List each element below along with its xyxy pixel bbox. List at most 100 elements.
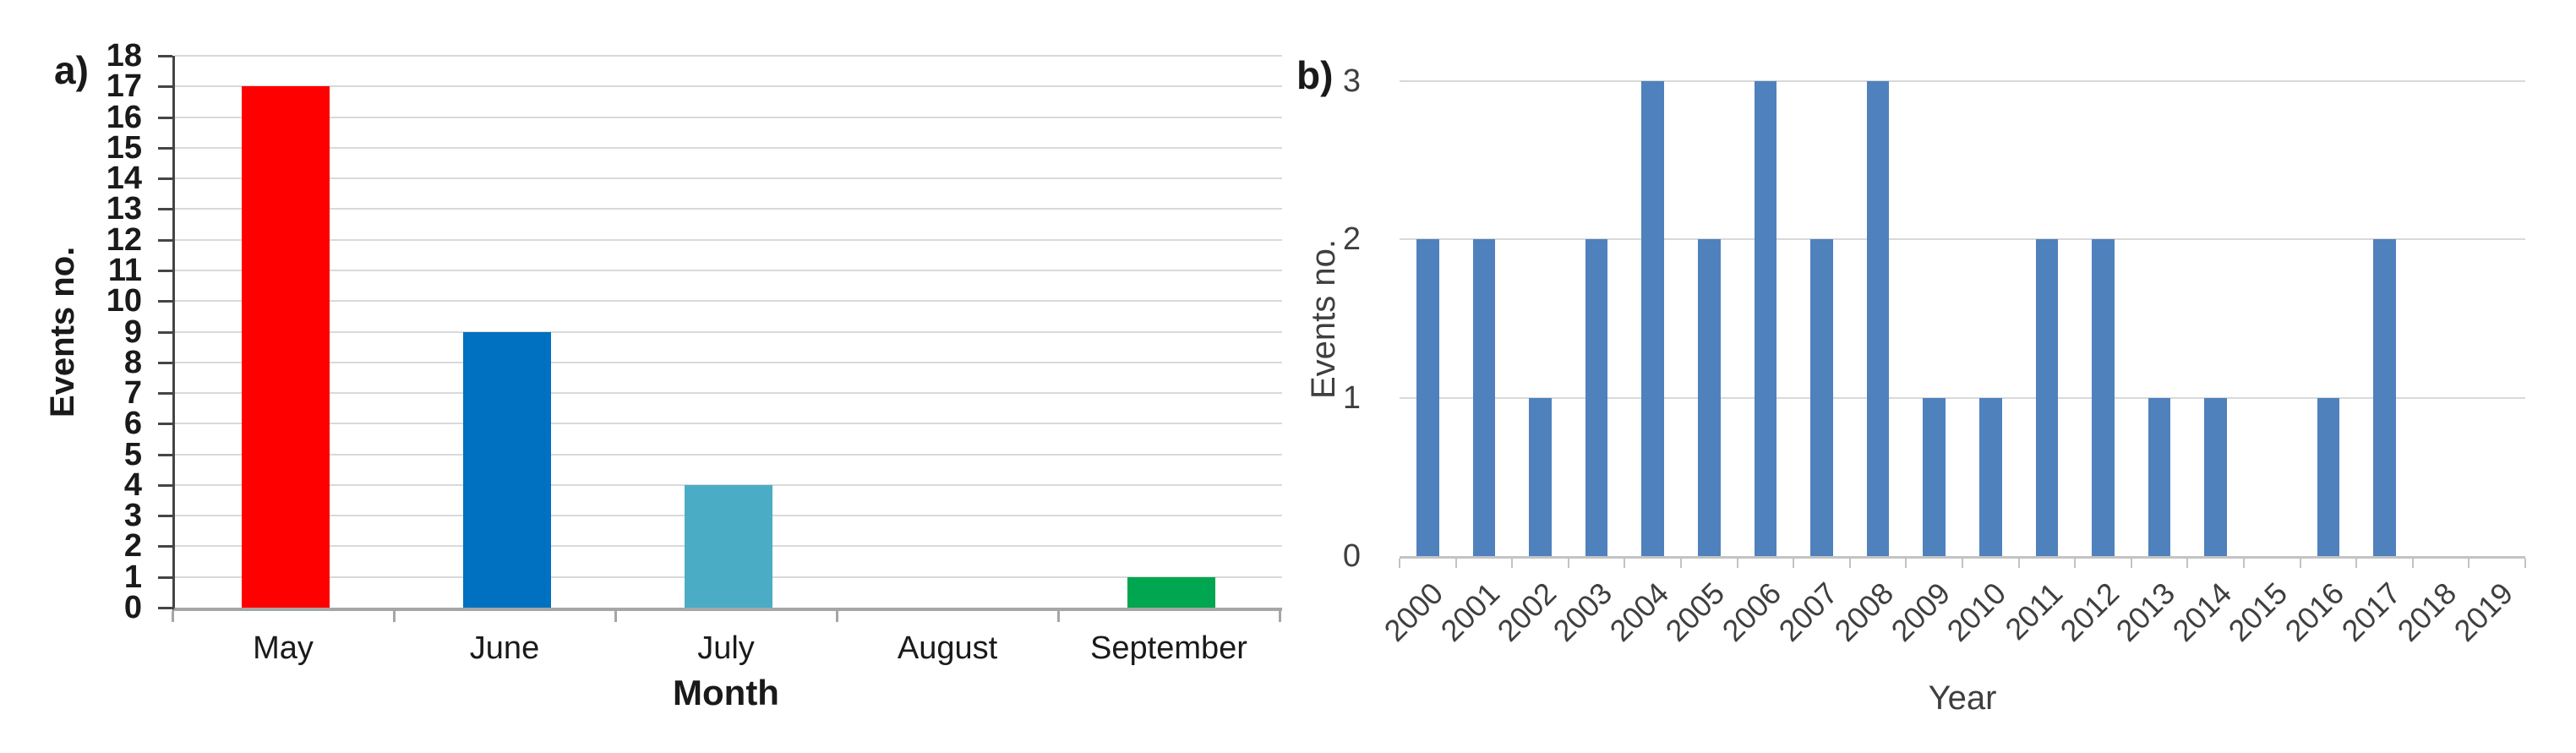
gridline-y9	[175, 330, 1282, 333]
x-category-label: August	[897, 630, 998, 666]
y-tick-mark	[158, 423, 172, 426]
bar-2003	[1585, 239, 1608, 556]
bar-2016	[2317, 397, 2340, 556]
y-tick-label: 1	[1342, 379, 1361, 416]
y-tick-label: 3	[123, 498, 142, 534]
x-tick-mark	[1399, 559, 1400, 568]
x-tick-mark	[2524, 559, 2526, 568]
y-tick-mark	[158, 453, 172, 456]
y-tick-label: 0	[1342, 538, 1361, 574]
x-category-label: September	[1090, 630, 1247, 666]
gridline-y16	[175, 116, 1282, 118]
y-axis-title-b: Events no.	[1305, 238, 1342, 399]
bar-2017	[2373, 239, 2396, 556]
panel-label-a: a)	[54, 48, 89, 92]
x-category-label: May	[253, 630, 314, 666]
gridline-y18	[175, 55, 1282, 57]
x-tick-mark	[1848, 559, 1851, 568]
y-tick-mark	[158, 545, 172, 548]
bar-2005	[1697, 239, 1721, 556]
x-tick-mark	[1279, 611, 1281, 622]
x-tick-mark	[2017, 559, 2020, 568]
y-tick-label: 14	[106, 161, 142, 197]
gridline-y17	[175, 85, 1282, 88]
x-tick-mark	[1454, 559, 1457, 568]
y-tick-label: 0	[123, 590, 142, 625]
bar-September	[1127, 576, 1216, 608]
x-tick-mark	[2411, 559, 2414, 568]
bar-2006	[1754, 81, 1777, 556]
y-tick-label: 9	[123, 314, 142, 350]
bar-2011	[2035, 239, 2059, 556]
y-tick-mark	[158, 269, 172, 272]
y-tick-mark	[158, 146, 172, 150]
gridline-y7	[175, 392, 1282, 395]
y-tick-label: 17	[106, 68, 142, 105]
y-tick-mark	[158, 515, 172, 518]
y-tick-mark	[158, 116, 172, 119]
x-tick-mark	[393, 611, 396, 622]
x-tick-mark	[836, 611, 838, 622]
x-tick-mark	[1793, 559, 1795, 568]
x-tick-mark	[614, 611, 617, 622]
bar-2014	[2204, 397, 2227, 556]
y-tick-mark	[158, 330, 172, 334]
chart-events-by-month: a) Events no. Month 0 1 2 3 4 5 6 7 8 9 10 11 12 13 14…	[44, 38, 1282, 712]
gridline-y14	[175, 177, 1282, 180]
panel-label-b: b)	[1296, 53, 1334, 97]
bar-2009	[1923, 397, 1946, 556]
y-tick-mark	[158, 300, 172, 303]
y-tick-mark	[158, 576, 172, 579]
x-axis-title-b: Year	[1928, 679, 1997, 717]
x-tick-mark	[1567, 559, 1569, 568]
y-tick-mark	[158, 208, 172, 211]
x-tick-mark	[2186, 559, 2189, 568]
y-tick-mark	[158, 238, 172, 242]
x-category-label: July	[697, 630, 755, 666]
gridline-y2	[1400, 238, 2525, 241]
gridline-y15	[175, 146, 1282, 149]
y-tick-label: 12	[106, 221, 142, 258]
y-tick-mark	[158, 85, 172, 89]
gridline-y6	[175, 423, 1282, 425]
y-tick-mark	[158, 483, 172, 487]
x-tick-mark	[2299, 559, 2301, 568]
bar-2001	[1472, 239, 1496, 556]
y-tick-label: 15	[106, 129, 142, 166]
y-tick-mark	[158, 607, 172, 609]
gridline-y13	[175, 208, 1282, 210]
gridline-y1	[1400, 396, 2525, 399]
y-tick-mark	[158, 361, 172, 364]
y-tick-label: 13	[106, 191, 142, 227]
x-tick-mark	[2468, 559, 2470, 568]
bar-2000	[1416, 239, 1439, 556]
x-tick-mark	[1736, 559, 1738, 568]
bar-2012	[2092, 239, 2115, 556]
gridline-y8	[175, 361, 1282, 363]
y-tick-mark	[158, 392, 172, 396]
gridline-y5	[175, 453, 1282, 456]
y-tick-label: 10	[106, 283, 142, 319]
y-tick-label: 18	[106, 38, 142, 74]
x-axis-title-a: Month	[673, 673, 779, 712]
x-tick-mark	[1624, 559, 1626, 568]
bar-2013	[2148, 397, 2171, 556]
y-tick-label: 1	[123, 559, 142, 595]
y-tick-label: 2	[123, 528, 142, 565]
gridline-y10	[175, 300, 1282, 303]
bar-2010	[1978, 397, 2002, 556]
bar-May	[241, 86, 330, 608]
x-tick-mark	[2355, 559, 2358, 568]
y-tick-label: 5	[123, 436, 142, 472]
x-tick-mark	[1680, 559, 1682, 568]
bar-2002	[1529, 397, 1552, 556]
x-tick-mark	[1962, 559, 1963, 568]
y-tick-label: 7	[123, 375, 142, 412]
gridline-y12	[175, 238, 1282, 241]
bar-2007	[1810, 239, 1833, 556]
bar-2008	[1866, 81, 1890, 556]
gridline-y11	[175, 269, 1282, 271]
y-tick-label: 16	[106, 99, 142, 135]
y-tick-label: 4	[123, 467, 142, 503]
